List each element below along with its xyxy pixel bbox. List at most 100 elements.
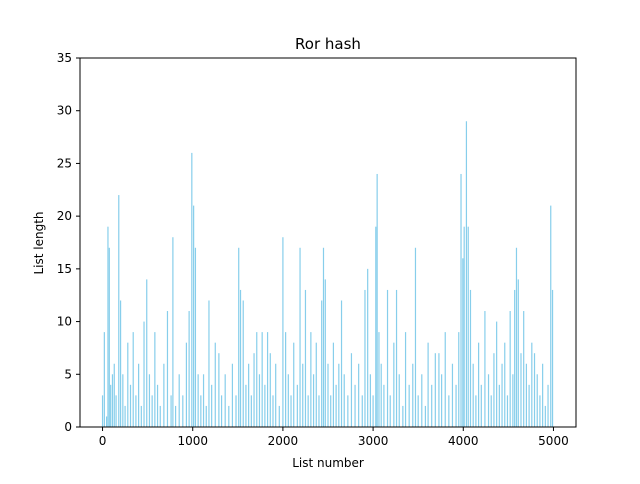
bar <box>214 342 216 427</box>
bar <box>224 374 226 427</box>
bar <box>550 205 552 427</box>
bar <box>140 405 142 427</box>
bar <box>467 226 469 427</box>
bar <box>118 195 120 427</box>
bar <box>211 384 213 427</box>
bar <box>380 363 382 427</box>
bar <box>245 384 247 427</box>
bar <box>124 405 126 427</box>
bar <box>332 342 335 427</box>
bar <box>154 332 156 427</box>
bar <box>143 321 145 427</box>
bar <box>324 279 326 427</box>
bar <box>159 405 161 427</box>
bar <box>462 258 464 427</box>
bar <box>364 289 366 427</box>
bar <box>469 289 472 427</box>
x-tick-label: 5000 <box>538 434 569 448</box>
bar <box>146 279 148 427</box>
bar <box>376 173 378 427</box>
bar <box>107 226 109 427</box>
bar <box>398 374 400 427</box>
bar <box>269 353 271 427</box>
bar <box>261 332 263 427</box>
bar <box>132 332 134 427</box>
bar <box>138 363 140 427</box>
bar <box>182 395 184 427</box>
bar <box>197 374 199 427</box>
bar <box>475 395 477 427</box>
bar <box>490 395 492 427</box>
bar <box>315 342 317 427</box>
y-tick-label: 10 <box>57 315 72 329</box>
bar <box>463 226 465 427</box>
bar <box>231 363 234 427</box>
bar <box>496 321 498 427</box>
bar <box>287 374 289 427</box>
bar <box>448 395 450 427</box>
bar <box>250 395 252 427</box>
bar <box>417 395 419 427</box>
bar <box>218 353 220 427</box>
bar <box>220 395 223 427</box>
bar <box>480 384 482 427</box>
bar <box>178 374 180 427</box>
bar <box>458 332 460 427</box>
bar <box>239 289 242 427</box>
y-tick-label: 15 <box>57 262 72 276</box>
bar <box>354 384 356 427</box>
bar <box>455 384 457 427</box>
bar <box>533 353 536 427</box>
bar <box>434 353 436 427</box>
bar <box>536 374 538 427</box>
bar <box>321 300 323 427</box>
bar <box>547 384 549 427</box>
bar <box>472 363 474 427</box>
bar <box>375 226 377 427</box>
bar <box>135 395 137 427</box>
bar <box>343 374 345 427</box>
bar <box>122 374 124 427</box>
bar <box>191 152 193 427</box>
bar <box>103 332 105 427</box>
bar <box>208 300 210 427</box>
bar <box>202 374 205 427</box>
bar <box>330 395 332 427</box>
bar <box>350 353 353 427</box>
bar <box>113 363 115 427</box>
bar <box>512 374 514 427</box>
bar <box>431 384 433 427</box>
bar <box>372 395 374 427</box>
x-tick-label: 2000 <box>268 434 299 448</box>
bar <box>427 342 429 427</box>
bar <box>307 395 309 427</box>
bars-group <box>101 121 554 427</box>
bar <box>515 247 518 427</box>
bar <box>367 268 369 427</box>
bar <box>275 363 277 427</box>
bar <box>358 363 360 427</box>
bar <box>193 205 195 427</box>
bar <box>151 395 153 427</box>
bar <box>340 300 343 427</box>
bar <box>106 416 108 427</box>
bar <box>498 384 500 427</box>
x-tick-label: 4000 <box>448 434 479 448</box>
bar <box>278 405 280 427</box>
bar <box>248 363 250 427</box>
bar <box>318 395 320 427</box>
bar <box>188 311 190 427</box>
bar <box>369 374 371 427</box>
bar <box>338 363 340 427</box>
bar <box>242 300 244 427</box>
bar <box>119 300 122 427</box>
bar <box>438 353 440 427</box>
bar <box>129 384 132 427</box>
bar <box>487 374 490 427</box>
bar <box>258 374 261 427</box>
axes-group: 0 1000 2000 3000 4000 5000 0 5 10 15 20 25 30 35 <box>57 51 577 448</box>
bar <box>228 405 230 427</box>
bar <box>327 363 329 427</box>
bar <box>256 332 258 427</box>
